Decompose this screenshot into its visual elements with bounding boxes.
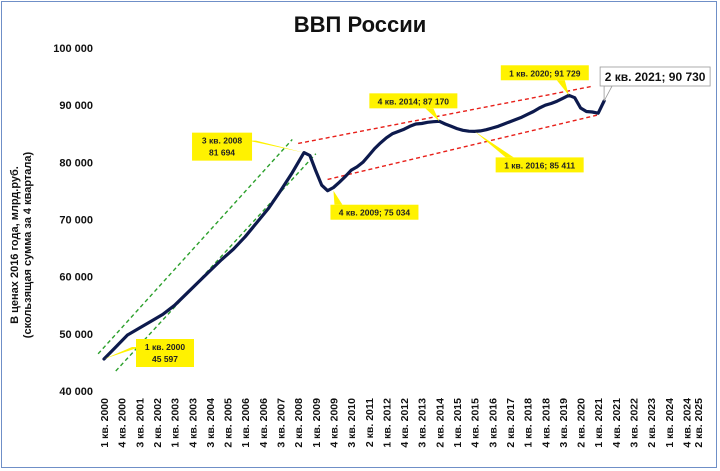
x-tick-label: 3 кв. 2007: [276, 398, 288, 448]
x-tick-label: 1 кв. 2000: [99, 398, 111, 448]
chart-title: ВВП России: [293, 12, 427, 37]
x-tick-label: 4 кв. 2003: [187, 398, 199, 448]
callout-box: [500, 65, 589, 81]
y-tick-label: 60 000: [59, 272, 93, 284]
x-tick-label: 3 кв. 2001: [134, 398, 146, 448]
callout-label: 1 кв. 2016; 85 411: [504, 160, 575, 170]
x-tick-label: 2 кв. 2011: [364, 398, 376, 447]
callout-pointer: [425, 108, 440, 122]
callout-pointer: [474, 131, 514, 158]
x-tick-label: 1 кв. 2006: [240, 398, 252, 448]
x-tick-label: 1 кв. 2015: [452, 398, 464, 448]
x-tick-label: 2 кв. 2023: [646, 398, 658, 448]
callout-label: 2 кв. 2021; 90 730: [605, 70, 706, 84]
x-tick-label: 1 кв. 2024: [664, 398, 676, 448]
x-tick-label: 2 кв. 2017: [505, 398, 517, 448]
x-tick-label: 1 кв. 2009: [311, 398, 323, 448]
x-tick-label: 4 кв. 2012: [399, 398, 411, 448]
callout-value: 45 597: [152, 354, 178, 364]
gdp-series-line: [102, 93, 606, 361]
trend-line: [298, 85, 593, 145]
x-tick-label: 3 кв. 2004: [205, 398, 217, 448]
x-tick-label: 2 кв. 2020: [576, 398, 588, 448]
callout-value: 81 694: [209, 148, 235, 158]
callout-label: 1 кв. 2000: [145, 342, 185, 352]
x-tick-label: 4 кв. 2006: [258, 398, 270, 448]
y-tick-label: 90 000: [59, 100, 93, 112]
trend-line: [97, 138, 293, 355]
callout-pointer: [603, 85, 613, 102]
callout-box: [330, 204, 419, 220]
x-tick-label: 3 кв. 2019: [558, 398, 570, 448]
x-tick-label: 2 кв. 2005: [223, 398, 235, 448]
x-tick-label: 3 кв. 2022: [629, 398, 641, 448]
x-tick-label: 1 кв. 2003: [170, 398, 182, 448]
y-tick-label: 80 000: [59, 157, 93, 169]
callout-box: [369, 93, 458, 109]
x-tick-label: 4 кв. 2021: [611, 398, 623, 448]
trend-line: [115, 153, 317, 372]
x-tick-label: 1 кв. 2018: [523, 398, 535, 448]
x-tick-label: 4 кв. 2018: [540, 398, 552, 448]
callout-pointer: [333, 190, 343, 205]
x-tick-label: 1 кв. 2021: [593, 398, 605, 448]
callout-label: 4 кв. 2014; 87 170: [378, 96, 450, 106]
callout-box: [136, 339, 194, 368]
x-tick-label: 3 кв. 2016: [487, 398, 499, 448]
x-tick-label: 4 кв. 2015: [470, 398, 482, 448]
x-tick-label: 2 кв. 2002: [152, 398, 164, 448]
y-tick-label: 100 000: [53, 43, 93, 55]
trend-line: [327, 114, 599, 181]
callout-pointer: [556, 80, 569, 96]
y-tick-label: 40 000: [59, 386, 93, 398]
callout-label: 3 кв. 2008: [202, 136, 242, 146]
callout-pointer: [248, 140, 305, 153]
x-tick-label: 2 кв. 2014: [434, 398, 446, 448]
y-tick-label: 70 000: [59, 215, 93, 227]
x-tick-label: 3 кв. 2010: [346, 398, 358, 448]
x-tick-label: 2 кв. 2008: [293, 398, 305, 448]
x-tick-label: 4 кв. 2009: [328, 398, 340, 448]
y-tick-label: 50 000: [59, 329, 93, 341]
x-tick-label: 4 кв. 2000: [117, 398, 129, 448]
x-tick-label: 3 кв. 2013: [417, 398, 429, 448]
x-tick-label: 1 кв. 2012: [381, 398, 393, 448]
callout-box: [599, 66, 711, 87]
callout-box: [495, 157, 584, 173]
callout-pointer: [104, 347, 140, 360]
callout-label: 1 кв. 2020; 91 729: [509, 68, 581, 78]
x-tick-label: 4 кв. 2024: [681, 398, 693, 448]
x-tick-label: 2 кв. 2025: [693, 398, 705, 448]
callout-box: [192, 132, 253, 161]
callout-label: 4 кв. 2009; 75 034: [339, 208, 411, 218]
